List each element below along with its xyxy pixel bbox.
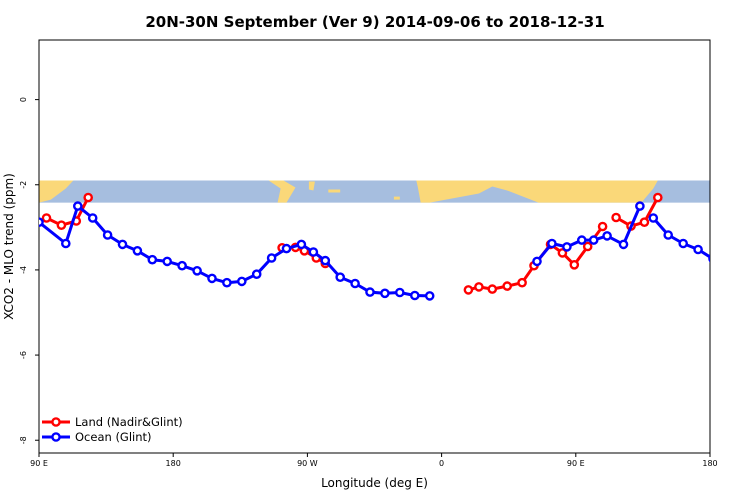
series-0-point: [83, 192, 93, 203]
y-axis: 0 -2 -4 -6 -8: [19, 97, 39, 444]
legend: Land (Nadir&Glint) Ocean (Glint): [42, 415, 183, 444]
series-1-point: [222, 277, 232, 288]
series-1-point: [739, 245, 746, 252]
legend-marker-ocean: [51, 432, 61, 442]
series-1-point: [532, 256, 542, 267]
land-gulf-peninsula: [308, 181, 315, 191]
legend-label-land: Land (Nadir&Glint): [75, 415, 183, 429]
y-tick-label: -8: [19, 436, 28, 444]
series-1-point: [281, 243, 292, 254]
series-layer: [39, 192, 746, 301]
series-1-point: [320, 255, 331, 266]
series-0-point: [517, 277, 527, 288]
series-0-point: [653, 192, 663, 203]
y-tick-label: 0: [19, 97, 28, 102]
series-0-point: [474, 282, 484, 292]
series-1: [39, 201, 746, 301]
legend-label-ocean: Ocean (Glint): [75, 430, 152, 444]
y-tick-label: -2: [19, 181, 28, 189]
land-asia-east: [39, 180, 74, 203]
series-1-point: [380, 288, 390, 299]
series-1-point: [162, 256, 172, 267]
series-0-point: [56, 220, 67, 230]
series-1-point: [177, 260, 187, 271]
series-1-point: [251, 269, 262, 280]
series-0-point: [557, 248, 568, 258]
series-1-point: [61, 238, 71, 249]
series-1-point: [394, 287, 405, 298]
series-1-point: [602, 231, 612, 241]
series-1-point: [678, 238, 689, 249]
series-1-point: [308, 247, 319, 257]
y-axis-label: XCO2 - MLO trend (ppm): [2, 173, 16, 320]
x-tick-label: 90 E: [30, 459, 48, 468]
y-tick-label: -4: [19, 266, 28, 274]
legend-item-land: Land (Nadir&Glint): [42, 415, 183, 429]
x-tick-label: 180: [166, 459, 181, 468]
land-africa-asia: [416, 180, 658, 203]
world-map-strip: [39, 180, 710, 203]
series-1-point: [39, 217, 44, 227]
series-1-point: [87, 213, 98, 223]
x-tick-label: 180: [702, 459, 717, 468]
x-axis: 90 E 180 90 W 0 90 E 180: [30, 453, 718, 468]
series-1-point: [335, 272, 346, 283]
series-1-point: [708, 255, 710, 263]
series-1-point: [409, 290, 420, 301]
series-1-point: [663, 230, 674, 240]
plot-frame: [38, 39, 711, 454]
chart-title: 20N-30N September (Ver 9) 2014-09-06 to …: [145, 13, 604, 31]
series-1-point: [635, 201, 645, 211]
series-1-point: [618, 239, 629, 250]
series-0-line-3: [615, 196, 660, 228]
x-axis-label: Longitude (deg E): [321, 476, 428, 490]
series-0-point: [611, 212, 621, 223]
x-tick-label: 90 W: [297, 459, 318, 468]
series-1-point: [588, 235, 599, 245]
series-0-point: [639, 217, 650, 227]
land-americas-west: [268, 180, 296, 203]
series-1-point: [424, 291, 435, 301]
series-1-point: [562, 242, 572, 252]
series-1-point: [147, 254, 158, 265]
series-1-point: [266, 253, 277, 263]
series-1-point: [192, 265, 202, 276]
series-0-point: [463, 285, 474, 295]
x-tick-label: 0: [439, 459, 444, 468]
series-1-point: [132, 245, 143, 256]
y-tick-label: -6: [19, 351, 28, 359]
land-island-atlantic: [393, 196, 400, 200]
series-1-point: [296, 239, 307, 250]
series-1-point: [724, 258, 731, 265]
series-1-point: [73, 201, 83, 211]
series-1-point: [207, 273, 217, 284]
series-1-point: [547, 238, 557, 249]
legend-marker-land: [51, 417, 61, 427]
series-1-point: [350, 278, 360, 289]
series-1-point: [648, 213, 659, 223]
series-1-point: [365, 287, 375, 297]
series-0-point: [487, 284, 498, 294]
x-tick-label: 90 E: [567, 459, 585, 468]
series-1-line-0: [39, 204, 430, 298]
series-1-point: [693, 244, 703, 255]
series-1-point: [236, 276, 247, 287]
land-caribbean: [328, 189, 341, 193]
series-1-point: [102, 230, 113, 240]
series-1-line-1: [535, 205, 642, 263]
series-1-point: [117, 239, 128, 250]
series-0-point: [597, 221, 608, 232]
series-0-point: [502, 281, 513, 291]
series-0-point: [582, 241, 593, 252]
series-1-point: [577, 235, 587, 245]
series-0-point: [41, 213, 52, 223]
legend-item-ocean: Ocean (Glint): [42, 430, 152, 444]
series-0-point: [569, 259, 580, 270]
